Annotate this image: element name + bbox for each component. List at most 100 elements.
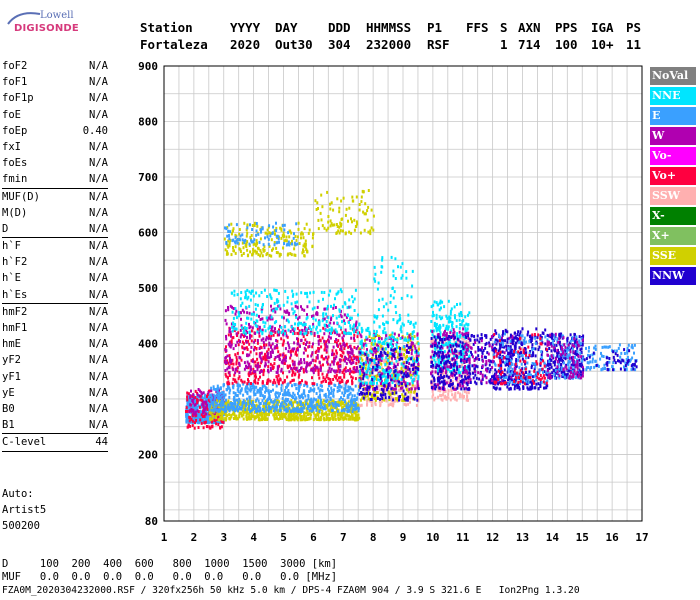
data-point xyxy=(281,417,284,420)
data-point xyxy=(241,400,244,404)
data-point xyxy=(405,270,408,274)
data-point xyxy=(374,387,377,390)
data-point xyxy=(242,399,245,403)
data-point xyxy=(287,328,290,332)
data-point xyxy=(217,415,220,419)
data-point xyxy=(341,416,344,420)
data-point xyxy=(391,344,394,348)
data-point xyxy=(385,368,388,372)
data-point xyxy=(308,390,311,394)
auto-label: Auto: xyxy=(2,488,34,500)
data-point xyxy=(234,251,237,255)
data-point xyxy=(291,417,294,421)
data-point xyxy=(385,399,388,403)
data-point xyxy=(352,370,355,374)
param-name: yE xyxy=(2,386,15,399)
data-point xyxy=(447,396,450,400)
data-point xyxy=(458,395,461,399)
data-point xyxy=(359,384,362,388)
data-point xyxy=(225,409,227,413)
data-point xyxy=(203,414,206,418)
data-point xyxy=(292,362,295,366)
data-point xyxy=(380,387,383,391)
data-point xyxy=(290,253,293,257)
data-point xyxy=(235,360,238,364)
data-point xyxy=(340,309,342,313)
data-point xyxy=(312,325,315,329)
data-point xyxy=(262,373,265,377)
data-point xyxy=(411,336,414,340)
data-point xyxy=(256,339,259,342)
data-point xyxy=(381,256,384,260)
data-point xyxy=(391,287,394,290)
data-point xyxy=(240,253,243,257)
data-point xyxy=(353,333,356,337)
data-point xyxy=(249,385,252,389)
data-point xyxy=(378,400,381,404)
data-point xyxy=(392,274,395,278)
data-point xyxy=(414,366,417,370)
data-point xyxy=(405,388,408,392)
data-point xyxy=(376,287,379,291)
data-point xyxy=(331,223,334,227)
data-point xyxy=(293,327,296,331)
data-point xyxy=(288,406,291,410)
data-point xyxy=(317,370,320,374)
data-point xyxy=(317,416,320,420)
data-point xyxy=(255,222,258,225)
header-value: 714 xyxy=(518,37,541,52)
data-point xyxy=(256,390,259,394)
data-point xyxy=(240,324,243,328)
data-point xyxy=(410,295,413,299)
data-point xyxy=(335,292,338,296)
data-point xyxy=(394,277,397,280)
data-point xyxy=(439,389,442,393)
data-point xyxy=(246,226,249,230)
data-point xyxy=(279,324,281,328)
data-point xyxy=(335,351,338,355)
data-point xyxy=(270,304,272,308)
data-point xyxy=(395,391,398,395)
data-point xyxy=(198,405,201,409)
data-point xyxy=(311,314,313,318)
data-point xyxy=(228,327,231,331)
data-point xyxy=(206,420,209,424)
data-point xyxy=(391,331,394,335)
header-label: PPS xyxy=(555,20,578,35)
data-point xyxy=(276,371,279,375)
data-point xyxy=(268,401,271,405)
data-point xyxy=(246,297,249,301)
data-point xyxy=(337,400,340,404)
data-point xyxy=(230,406,233,410)
data-point xyxy=(186,425,189,429)
data-point xyxy=(303,384,306,387)
data-point xyxy=(354,225,357,228)
data-point xyxy=(269,317,272,321)
header-label: PS xyxy=(626,20,642,35)
data-point xyxy=(196,409,199,413)
data-point xyxy=(357,358,360,362)
data-point xyxy=(385,320,388,324)
data-point xyxy=(350,348,353,352)
data-point xyxy=(300,407,303,411)
data-point xyxy=(234,353,237,357)
header-label: HHMMSS xyxy=(366,20,412,35)
data-point xyxy=(260,228,262,232)
param-name: fmin xyxy=(2,173,28,186)
data-point xyxy=(430,358,433,362)
data-point xyxy=(200,396,203,400)
data-point xyxy=(293,310,296,314)
data-point xyxy=(337,361,340,365)
data-point xyxy=(398,353,401,357)
data-point xyxy=(320,193,323,197)
data-point xyxy=(262,402,265,406)
data-point xyxy=(405,276,408,280)
data-point xyxy=(369,349,372,353)
data-point xyxy=(280,404,283,408)
data-point xyxy=(237,331,240,335)
data-point xyxy=(375,385,378,389)
data-point xyxy=(391,343,394,347)
data-point xyxy=(389,393,392,397)
data-point xyxy=(393,399,396,403)
data-point xyxy=(322,315,325,319)
